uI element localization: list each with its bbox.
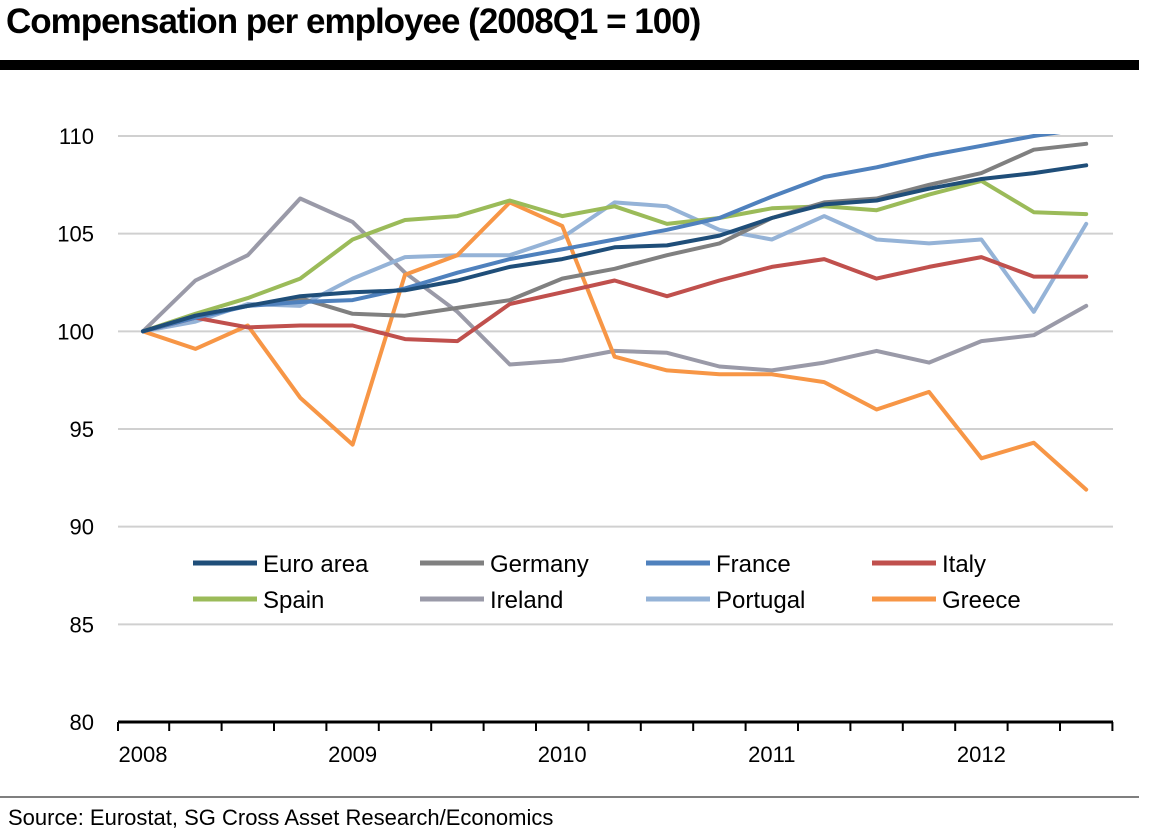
legend-label-germany: Germany [490,551,589,578]
x-tick-label-2012: 2012 [957,742,1006,767]
series-line-euro-area [141,163,1089,334]
legend-label-france: France [716,551,791,578]
y-tick-label-90: 90 [70,515,94,540]
axes: 80 85 90 95 100 105 110 2008 2009 2010 2011 2012 [57,124,1114,767]
chart-title: Compensation per employee (2008Q1 = 100) [6,2,701,41]
source-rule [0,796,1139,798]
legend-label-spain: Spain [263,587,324,614]
y-tick-label-100: 100 [57,319,94,344]
x-tick-label-2008: 2008 [119,742,168,767]
legend: Euro area Germany France Italy Spain Ireland P… [193,551,1021,614]
legend-label-ireland: Ireland [490,587,563,614]
series-line-portugal [141,200,1089,334]
y-tick-label-95: 95 [70,417,94,442]
source-note: Source: Eurostat, SG Cross Asset Researc… [8,805,554,830]
title-rule [0,60,1139,70]
y-tick-label-80: 80 [70,710,94,735]
series-line-italy [141,255,1089,344]
gridlines [118,135,1113,626]
x-tick-label-2011: 2011 [748,742,795,767]
series-line-france [141,134,1061,334]
series-lines [141,134,1089,492]
series-line-ireland [141,196,1089,373]
x-tick-label-2009: 2009 [328,742,377,767]
legend-label-portugal: Portugal [716,587,805,614]
legend-label-italy: Italy [942,551,986,578]
series-line-spain [141,178,1089,334]
x-tick-label-2010: 2010 [538,742,587,767]
y-tick-label-85: 85 [70,612,94,637]
y-tick-label-110: 110 [59,124,94,149]
y-tick-label-105: 105 [57,222,94,247]
series-line-greece [141,200,1089,492]
legend-label-euro-area: Euro area [263,551,369,578]
legend-label-greece: Greece [942,587,1021,614]
